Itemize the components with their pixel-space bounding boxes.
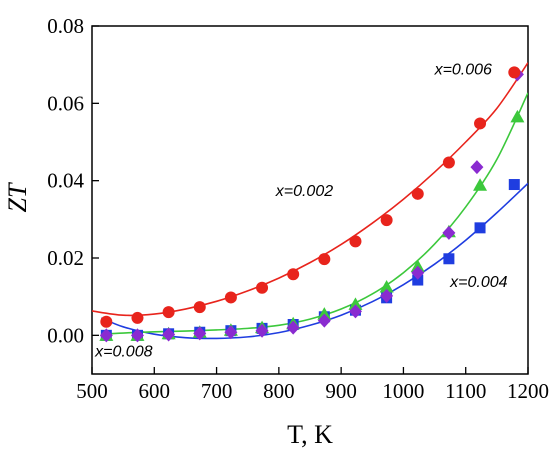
triangle-marker — [473, 178, 488, 191]
y-tick-label: 0.08 — [47, 14, 84, 38]
circle-marker — [100, 315, 113, 328]
y-tick-label: 0.04 — [47, 169, 84, 193]
series-annotation: x=0.004 — [449, 274, 507, 291]
circle-marker — [131, 311, 144, 324]
square-marker — [508, 179, 520, 191]
diamond-marker — [380, 288, 394, 303]
circle-marker — [318, 253, 331, 266]
x-tick-label: 800 — [263, 379, 295, 403]
diamond-marker — [470, 160, 484, 175]
x-tick-label: 600 — [139, 379, 171, 403]
diamond-marker — [286, 320, 300, 335]
diamond-marker — [99, 328, 113, 343]
circle-marker — [256, 281, 269, 294]
x-tick-label: 1100 — [445, 379, 486, 403]
circle-marker — [411, 187, 424, 200]
series-annotation: x=0.006 — [434, 61, 492, 78]
triangle-marker — [510, 109, 525, 123]
y-tick-label: 0.00 — [47, 323, 84, 347]
x-tick-label: 900 — [325, 379, 357, 403]
x-tick-label: 1000 — [382, 379, 424, 403]
square-marker — [412, 274, 424, 286]
fit-curve — [101, 92, 528, 335]
diamond-marker — [224, 325, 238, 340]
diamond-marker — [193, 326, 207, 341]
square-marker — [443, 253, 455, 265]
diamond-marker — [411, 265, 425, 280]
diamond-marker — [317, 313, 331, 328]
diamond-marker — [130, 328, 144, 343]
diamond-marker — [255, 323, 269, 338]
series-annotation: x=0.002 — [275, 183, 333, 200]
x-tick-label: 700 — [201, 379, 233, 403]
x-axis-title: T, K — [287, 420, 333, 449]
triangle-marker — [379, 280, 394, 293]
y-tick-label: 0.06 — [47, 91, 84, 115]
fit-curves — [92, 62, 528, 340]
data-markers — [99, 66, 525, 343]
circle-marker — [442, 156, 455, 169]
circle-marker — [380, 214, 393, 227]
circle-marker — [349, 235, 362, 248]
triangle-marker — [317, 307, 332, 320]
circle-marker — [508, 66, 521, 79]
x-tick-label: 1200 — [507, 379, 549, 403]
triangle-marker — [348, 297, 363, 310]
series-annotation: x=0.008 — [94, 344, 152, 361]
series-annotations: x=0.006 x=0.002 x=0.004 x=0.008 — [94, 61, 508, 360]
circle-marker — [474, 117, 487, 130]
y-tick-label: 0.02 — [47, 246, 84, 270]
x-tick-label: 500 — [76, 379, 108, 403]
circle-marker — [224, 291, 237, 304]
plot-frame — [91, 25, 529, 375]
diamond-marker — [442, 225, 456, 240]
diamond-marker — [348, 304, 362, 319]
axes: 500 600 700 800 900 1000 1100 1200 0.00 0.02 0.04 0… — [47, 14, 549, 403]
square-marker — [474, 222, 486, 234]
circle-marker — [287, 268, 300, 281]
circle-marker — [162, 306, 175, 319]
diamond-marker — [162, 327, 176, 342]
circle-marker — [193, 301, 206, 314]
y-axis-title: ZT — [3, 182, 32, 212]
